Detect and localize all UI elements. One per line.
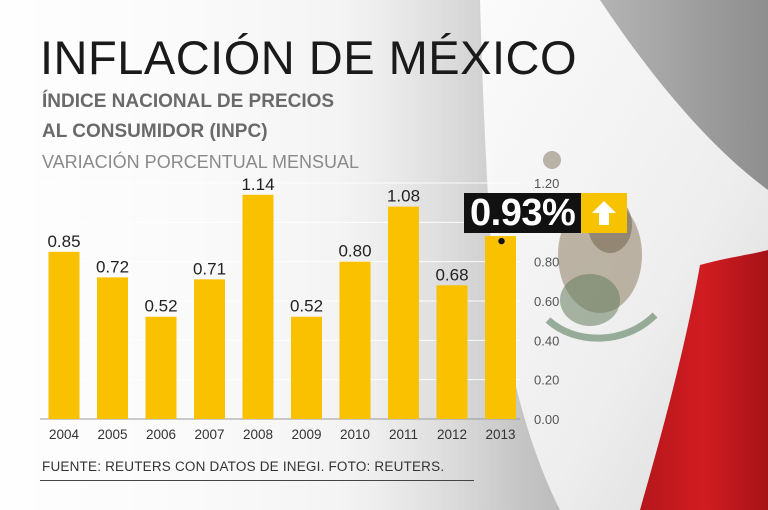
bar (485, 236, 516, 419)
page-title: INFLACIÓN DE MÉXICO (40, 31, 578, 84)
bar (436, 285, 468, 419)
arrow-up-icon (581, 193, 628, 233)
x-tick-label: 2008 (243, 427, 273, 442)
data-label: 1.08 (387, 187, 420, 206)
y-tick-label: 1.20 (534, 176, 559, 191)
highlight-marker (498, 237, 505, 245)
data-label: 0.80 (338, 242, 371, 261)
bar (339, 261, 371, 419)
bar (242, 194, 274, 419)
y-tick-label: 0.00 (534, 412, 559, 427)
x-tick-label: 2005 (97, 427, 127, 442)
bar (48, 251, 80, 419)
data-label: 0.52 (290, 297, 323, 316)
x-tick-label: 2013 (485, 427, 515, 442)
y-tick-label: 0.20 (534, 373, 559, 388)
bar (145, 316, 177, 419)
x-tick-label: 2011 (389, 427, 418, 442)
x-tick-label: 2004 (49, 427, 80, 442)
data-label: 0.71 (193, 259, 226, 278)
current-value-callout: 0.93% (464, 193, 628, 233)
x-tick-label: 2010 (340, 427, 370, 442)
data-label: 0.68 (435, 265, 468, 284)
data-label: 1.14 (241, 175, 274, 194)
data-label: 0.52 (144, 297, 177, 316)
data-label: 0.72 (96, 257, 129, 276)
bar (388, 206, 419, 419)
source-credit: FUENTE: REUTERS CON DATOS DE INEGI. FOTO… (42, 459, 445, 474)
x-tick-label: 2009 (291, 427, 321, 442)
bar (97, 277, 128, 419)
y-tick-label: 0.60 (534, 294, 559, 309)
x-tick-label: 2006 (146, 427, 176, 442)
y-tick-label: 0.80 (534, 255, 559, 270)
data-label: 0.85 (47, 232, 80, 251)
callout-value: 0.93% (464, 193, 582, 233)
subtitle-line-1: ÍNDICE NACIONAL DE PRECIOS (42, 91, 335, 112)
subtitle-line-2: AL CONSUMIDOR (INPC) (42, 121, 268, 142)
x-tick-label: 2007 (194, 427, 224, 442)
x-tick-label: 2012 (437, 427, 467, 442)
source-underline (40, 480, 474, 481)
bar (194, 279, 225, 419)
bar (291, 316, 322, 419)
y-tick-label: 0.40 (534, 333, 559, 348)
subtitle-line-3: VARIACIÓN PORCENTUAL MENSUAL (42, 152, 360, 172)
